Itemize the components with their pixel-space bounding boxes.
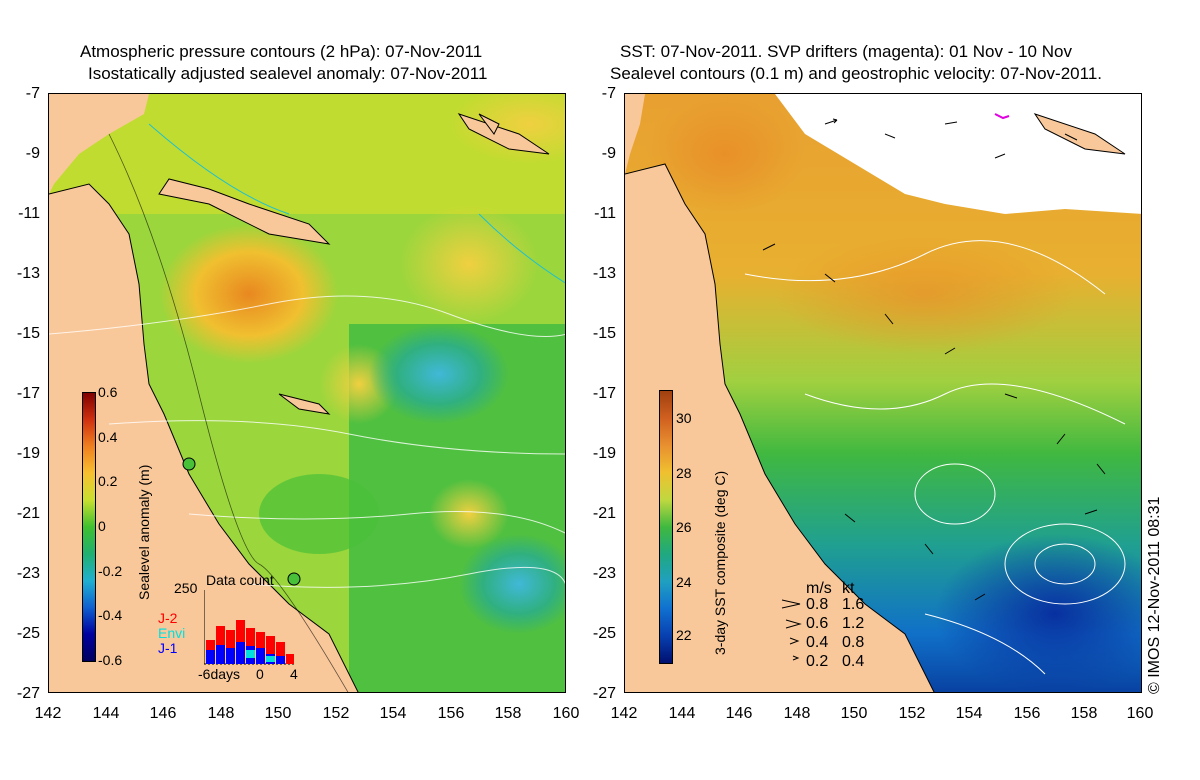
sst-colorbar bbox=[659, 390, 673, 664]
imos-copyright: © IMOS 12-Nov-2011 08:31 bbox=[1146, 496, 1163, 694]
data-count-x-label: -6days bbox=[198, 666, 241, 682]
new-guinea-tail bbox=[158, 178, 331, 245]
australia-land bbox=[625, 164, 934, 692]
right-title-line1: SST: 07-Nov-2011. SVP drifters (magenta)… bbox=[620, 42, 1072, 61]
x-tick-left: 160 bbox=[552, 705, 580, 722]
x-tick-right: 146 bbox=[725, 705, 753, 722]
y-tick-left: -7 bbox=[25, 85, 40, 102]
x-tick-left: 152 bbox=[322, 705, 350, 722]
y-tick-right: -15 bbox=[592, 325, 616, 342]
velocity-legend-kt-header: kt bbox=[842, 580, 855, 597]
sst-colorbar-tick: 28 bbox=[676, 465, 692, 481]
drifter-track bbox=[994, 113, 1010, 120]
sst-colorbar-label: 3-day SST composite (deg C) bbox=[712, 470, 728, 655]
sla-colorbar-tick: -0.6 bbox=[98, 652, 123, 668]
x-tick-right: 156 bbox=[1013, 705, 1041, 722]
velocity-legend-ms-header: m/s bbox=[806, 580, 832, 597]
y-tick-left: -21 bbox=[16, 505, 40, 522]
y-tick-left: -17 bbox=[16, 385, 40, 402]
x-tick-right: 160 bbox=[1126, 705, 1154, 722]
y-tick-right: -13 bbox=[592, 265, 616, 282]
sla-colorbar-tick: 0 bbox=[98, 518, 106, 534]
x-tick-left: 148 bbox=[207, 705, 235, 722]
velocity-legend-kt: 1.2 bbox=[842, 615, 865, 632]
x-tick-left: 144 bbox=[92, 705, 120, 722]
sla-colorbar-label: Sealevel anomaly (m) bbox=[136, 464, 152, 600]
velocity-legend-ms: 0.4 bbox=[806, 634, 829, 651]
sla-colorbar-tick: -0.4 bbox=[98, 607, 123, 623]
x-tick-left: 156 bbox=[437, 705, 465, 722]
y-tick-right: -7 bbox=[601, 85, 616, 102]
x-tick-left: 158 bbox=[494, 705, 522, 722]
x-tick-right: 152 bbox=[898, 705, 926, 722]
right-title-line2: Sealevel contours (0.1 m) and geostrophi… bbox=[610, 64, 1102, 83]
y-tick-left: -9 bbox=[25, 145, 40, 162]
x-tick-left: 154 bbox=[379, 705, 407, 722]
legend-j2: J-2 bbox=[158, 610, 178, 626]
legend-j1: J-1 bbox=[158, 640, 178, 656]
data-count-x-label: 4 bbox=[290, 666, 298, 682]
y-tick-left: -15 bbox=[16, 325, 40, 342]
velocity-legend-arrows bbox=[781, 599, 802, 661]
sst-colorbar-tick: 26 bbox=[676, 519, 692, 535]
sla-colorbar-tick: 0.4 bbox=[98, 429, 118, 445]
x-tick-left: 150 bbox=[264, 705, 292, 722]
velocity-legend-ms: 0.6 bbox=[806, 615, 829, 632]
x-tick-right: 148 bbox=[783, 705, 811, 722]
x-tick-right: 144 bbox=[668, 705, 696, 722]
y-tick-right: -11 bbox=[594, 205, 616, 222]
x-tick-right: 158 bbox=[1070, 705, 1098, 722]
legend-envi: Envi bbox=[158, 625, 186, 641]
sst-colorbar-tick: 30 bbox=[676, 410, 692, 426]
left-title-line2: Isostatically adjusted sealevel anomaly:… bbox=[88, 64, 488, 83]
x-tick-right: 154 bbox=[955, 705, 983, 722]
sealevel-anomaly-map bbox=[49, 94, 565, 692]
australia-land bbox=[49, 184, 358, 692]
y-tick-right: -17 bbox=[592, 385, 616, 402]
y-tick-left: -25 bbox=[16, 625, 40, 642]
velocity-legend-kt: 1.6 bbox=[842, 596, 865, 613]
y-tick-left: -13 bbox=[16, 265, 40, 282]
y-tick-right: -19 bbox=[592, 445, 616, 462]
y-tick-right: -9 bbox=[601, 145, 616, 162]
y-tick-left: -19 bbox=[16, 445, 40, 462]
velocity-arrows bbox=[762, 118, 1106, 601]
sla-colorbar-tick: 0.6 bbox=[98, 384, 118, 400]
y-tick-left: -27 bbox=[16, 685, 40, 702]
y-tick-right: -23 bbox=[592, 565, 616, 582]
sla-colorbar bbox=[82, 392, 96, 662]
y-tick-right: -27 bbox=[592, 685, 616, 702]
sst-colorbar-tick: 24 bbox=[676, 574, 692, 590]
x-tick-left: 146 bbox=[149, 705, 177, 722]
sla-colorbar-tick: -0.2 bbox=[98, 563, 123, 579]
data-count-x-label: 0 bbox=[256, 666, 264, 682]
data-count-histogram bbox=[204, 590, 294, 665]
data-count-max: 250 bbox=[174, 580, 198, 596]
sst-map bbox=[625, 94, 1141, 692]
velocity-legend-ms: 0.8 bbox=[806, 596, 829, 613]
left-title-line1: Atmospheric pressure contours (2 hPa): 0… bbox=[80, 42, 483, 61]
x-tick-left: 142 bbox=[34, 705, 62, 722]
data-count-title: Data count bbox=[206, 572, 274, 588]
velocity-legend-kt: 0.4 bbox=[842, 653, 865, 670]
sla-colorbar-tick: 0.2 bbox=[98, 473, 118, 489]
y-tick-right: -21 bbox=[592, 505, 616, 522]
y-tick-left: -11 bbox=[18, 205, 40, 222]
x-tick-right: 142 bbox=[610, 705, 638, 722]
png-land bbox=[49, 94, 149, 194]
sst-colorbar-tick: 22 bbox=[676, 627, 692, 643]
right-map-panel[interactable] bbox=[624, 93, 1142, 693]
x-tick-right: 150 bbox=[840, 705, 868, 722]
left-map-panel[interactable] bbox=[48, 93, 566, 693]
velocity-legend-ms: 0.2 bbox=[806, 653, 829, 670]
y-tick-right: -25 bbox=[592, 625, 616, 642]
velocity-legend-kt: 0.8 bbox=[842, 634, 865, 651]
y-tick-left: -23 bbox=[16, 565, 40, 582]
